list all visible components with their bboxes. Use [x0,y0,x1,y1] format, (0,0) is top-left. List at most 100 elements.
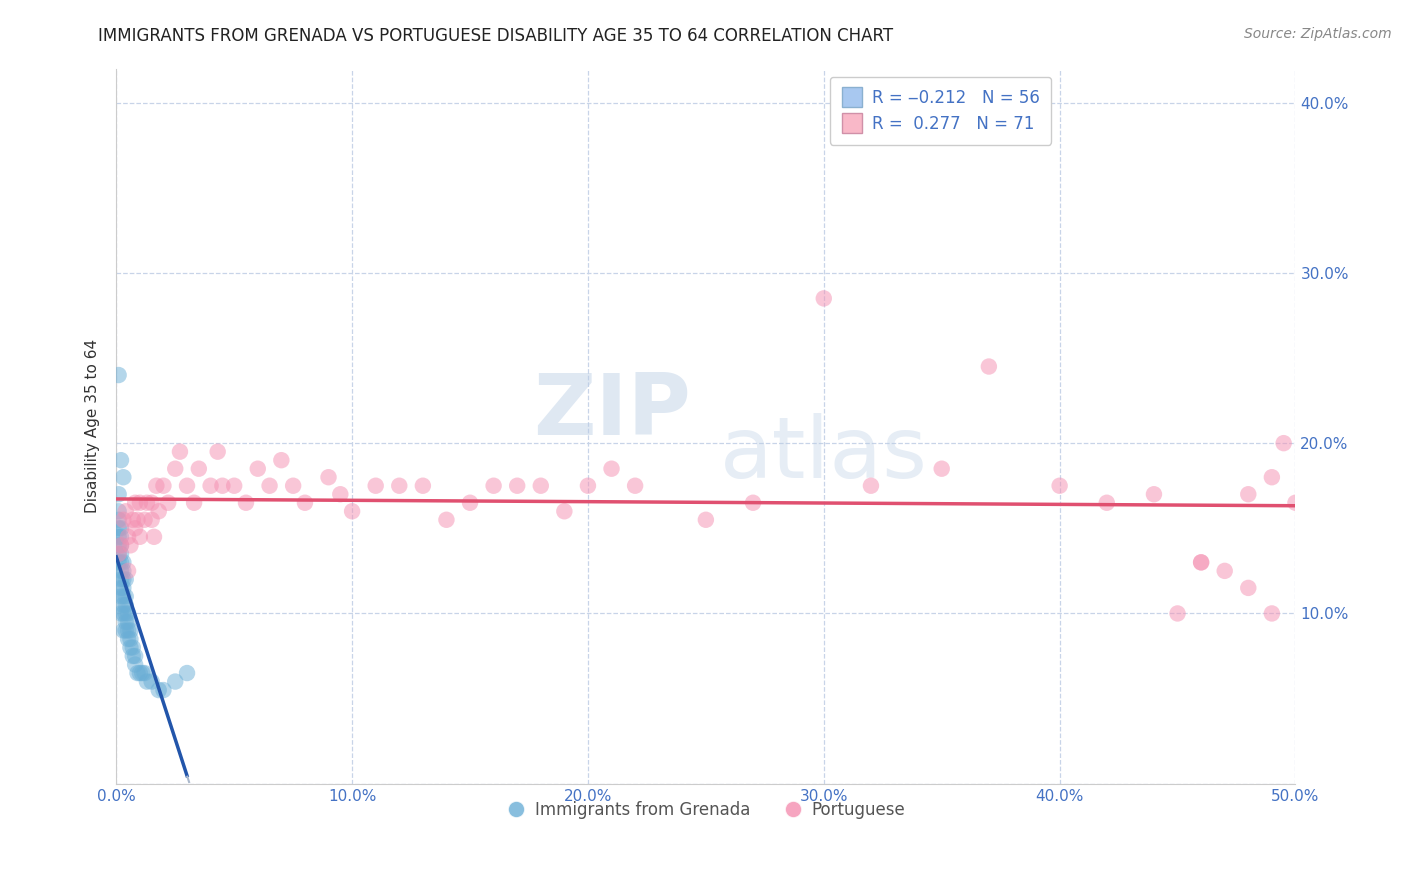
Point [117,615,139,629]
Point [176,479,198,493]
Point [207,444,229,458]
Text: IMMIGRANTS FROM GRENADA VS PORTUGUESE DISABILITY AGE 35 TO 64 CORRELATION CHART: IMMIGRANTS FROM GRENADA VS PORTUGUESE DI… [98,27,894,45]
Point [110,555,132,569]
Point [128,666,150,681]
Point [107,530,129,544]
Point [165,461,187,475]
Point [624,479,647,493]
Point [112,513,135,527]
Point [120,538,142,552]
Point [187,461,209,475]
Point [1143,487,1166,501]
Point [1284,496,1306,510]
Point [127,513,149,527]
Point [107,547,129,561]
Point [107,368,129,382]
Point [114,598,136,612]
Point [1237,487,1260,501]
Point [281,479,304,493]
Point [127,666,149,681]
Point [1167,607,1189,621]
Point [1189,555,1212,569]
Point [176,666,198,681]
Point [211,479,233,493]
Point [117,624,139,638]
Point [364,479,387,493]
Point [112,581,135,595]
Point [141,496,163,510]
Text: ZIP: ZIP [533,370,690,453]
Point [134,513,156,527]
Point [1049,479,1071,493]
Point [121,640,143,655]
Point [148,683,170,698]
Point [813,292,835,306]
Point [294,496,316,510]
Point [120,640,142,655]
Point [695,513,717,527]
Point [107,513,129,527]
Point [600,461,623,475]
Point [458,496,481,510]
Point [169,444,191,458]
Point [121,648,143,663]
Point [112,573,135,587]
Point [107,487,129,501]
Point [141,513,163,527]
Point [270,453,292,467]
Point [134,666,156,681]
Point [110,521,132,535]
Point [145,479,167,493]
Point [1261,470,1284,484]
Point [200,479,222,493]
Point [1213,564,1236,578]
Point [152,683,174,698]
Point [117,632,139,646]
Point [112,598,135,612]
Point [112,555,135,569]
Point [124,521,146,535]
Point [553,504,575,518]
Point [1261,607,1284,621]
Point [107,521,129,535]
Point [110,573,132,587]
Point [107,547,129,561]
Point [112,470,135,484]
Point [114,573,136,587]
Point [124,496,146,510]
Point [235,496,257,510]
Point [117,607,139,621]
Point [143,530,166,544]
Point [110,538,132,552]
Point [412,479,434,493]
Point [136,674,159,689]
Point [1189,555,1212,569]
Point [124,657,146,672]
Point [114,624,136,638]
Point [112,590,135,604]
Point [107,555,129,569]
Point [110,607,132,621]
Point [117,530,139,544]
Point [152,479,174,493]
Point [128,496,150,510]
Point [107,504,129,518]
Point [482,479,505,493]
Point [110,581,132,595]
Point [506,479,529,493]
Point [141,674,163,689]
Point [165,674,187,689]
Point [120,624,142,638]
Point [114,504,136,518]
Point [183,496,205,510]
Point [1237,581,1260,595]
Point [157,496,180,510]
Point [388,479,411,493]
Point [110,538,132,552]
Point [259,479,281,493]
Point [124,648,146,663]
Point [114,607,136,621]
Point [112,564,135,578]
Point [530,479,553,493]
Point [977,359,1000,374]
